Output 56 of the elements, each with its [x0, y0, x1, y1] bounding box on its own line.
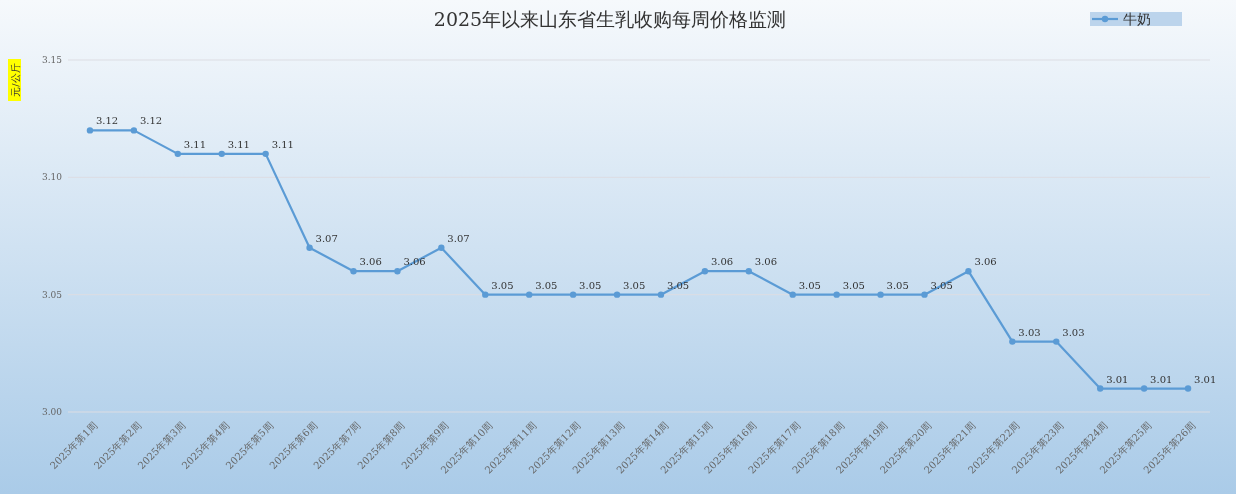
point — [218, 150, 225, 158]
data-label: 3.06 — [974, 256, 997, 268]
point — [262, 150, 269, 158]
point — [174, 150, 182, 158]
point — [965, 268, 972, 275]
point — [482, 291, 489, 298]
data-label: 3.03 — [1018, 326, 1041, 338]
data-label: 3.05 — [798, 279, 821, 291]
point — [569, 291, 577, 298]
data-label: 3.06 — [754, 256, 778, 268]
data-label: 3.03 — [1062, 326, 1085, 338]
point — [306, 244, 313, 251]
point — [701, 268, 709, 275]
data-label: 3.11 — [183, 138, 207, 150]
point — [745, 268, 753, 275]
data-label: 3.01 — [1106, 373, 1129, 385]
point — [1184, 385, 1192, 392]
data-label: 3.05 — [623, 279, 646, 291]
data-label: 3.06 — [359, 256, 382, 268]
point — [921, 291, 928, 298]
point — [1009, 338, 1016, 345]
chart-title: 2025年以来山东省生乳收购每周价格监测 — [433, 8, 787, 30]
data-label: 3.05 — [535, 279, 558, 291]
data-label: 3.01 — [1194, 373, 1217, 385]
point — [525, 291, 533, 298]
point — [877, 291, 884, 298]
data-label: 3.11 — [227, 138, 250, 150]
point — [438, 244, 445, 251]
point — [394, 268, 401, 275]
point — [1096, 385, 1104, 392]
point — [833, 291, 840, 298]
y-tick-label: 3.00 — [41, 407, 63, 417]
point — [86, 127, 94, 134]
legend-label: 牛奶 — [1123, 11, 1151, 27]
data-label: 3.12 — [95, 115, 119, 127]
data-label: 3.06 — [710, 256, 734, 268]
point — [613, 291, 621, 298]
data-label: 3.07 — [315, 232, 338, 244]
point — [130, 127, 138, 134]
point — [1140, 385, 1148, 392]
data-label: 3.05 — [491, 279, 514, 291]
data-label: 3.07 — [447, 232, 470, 244]
data-label: 3.01 — [1150, 373, 1173, 385]
point — [789, 291, 796, 298]
data-label: 3.11 — [271, 138, 294, 150]
data-label: 3.12 — [139, 115, 163, 127]
y-tick-label: 3.10 — [41, 172, 63, 183]
data-label: 3.05 — [579, 279, 602, 291]
point — [1053, 338, 1060, 345]
point — [657, 291, 665, 298]
y-axis-title: 元/公斤 — [10, 63, 21, 97]
data-label: 3.05 — [886, 279, 909, 291]
point — [350, 268, 357, 275]
y-tick-label: 3.05 — [41, 289, 63, 300]
y-tick-label: 3.15 — [41, 55, 63, 65]
data-label: 3.05 — [842, 279, 865, 291]
